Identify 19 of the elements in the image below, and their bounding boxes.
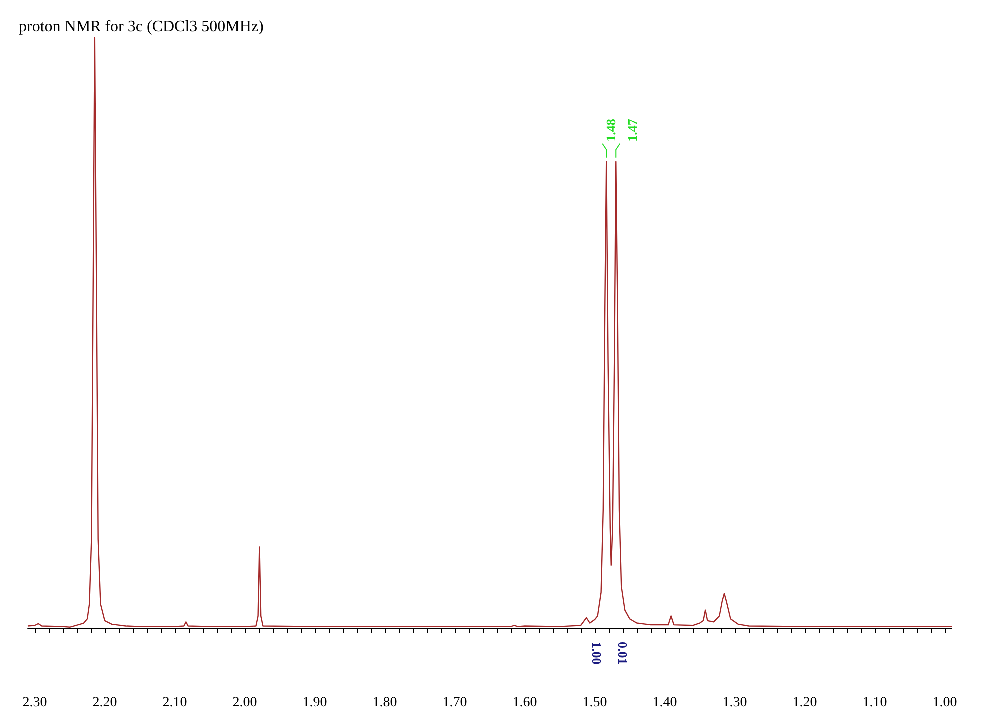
- annotation: 1.47: [625, 118, 640, 142]
- x-tick-label: 1.10: [862, 696, 888, 710]
- x-tick-label: 2.30: [22, 696, 48, 710]
- x-tick-label: 1.90: [302, 696, 328, 710]
- x-tick-label: 2.20: [92, 696, 118, 710]
- x-tick-label: 1.60: [512, 696, 538, 710]
- x-tick-label: 2.00: [232, 696, 258, 710]
- annotation: 1.48: [604, 118, 619, 142]
- chart-title: proton NMR for 3c (CDCl3 500MHz): [19, 18, 264, 36]
- x-tick-label: 2.10: [162, 696, 188, 710]
- x-tick-label: 1.50: [582, 696, 608, 710]
- x-tick-label: 1.20: [792, 696, 818, 710]
- x-tick-label: 1.30: [722, 696, 748, 710]
- x-tick-label: 1.80: [372, 696, 398, 710]
- x-tick-label: 1.00: [932, 696, 958, 710]
- text: 1.00: [589, 642, 604, 665]
- x-tick-label: 1.70: [442, 696, 468, 710]
- x-tick-label: 1.40: [652, 696, 678, 710]
- text: 0.01: [615, 642, 630, 665]
